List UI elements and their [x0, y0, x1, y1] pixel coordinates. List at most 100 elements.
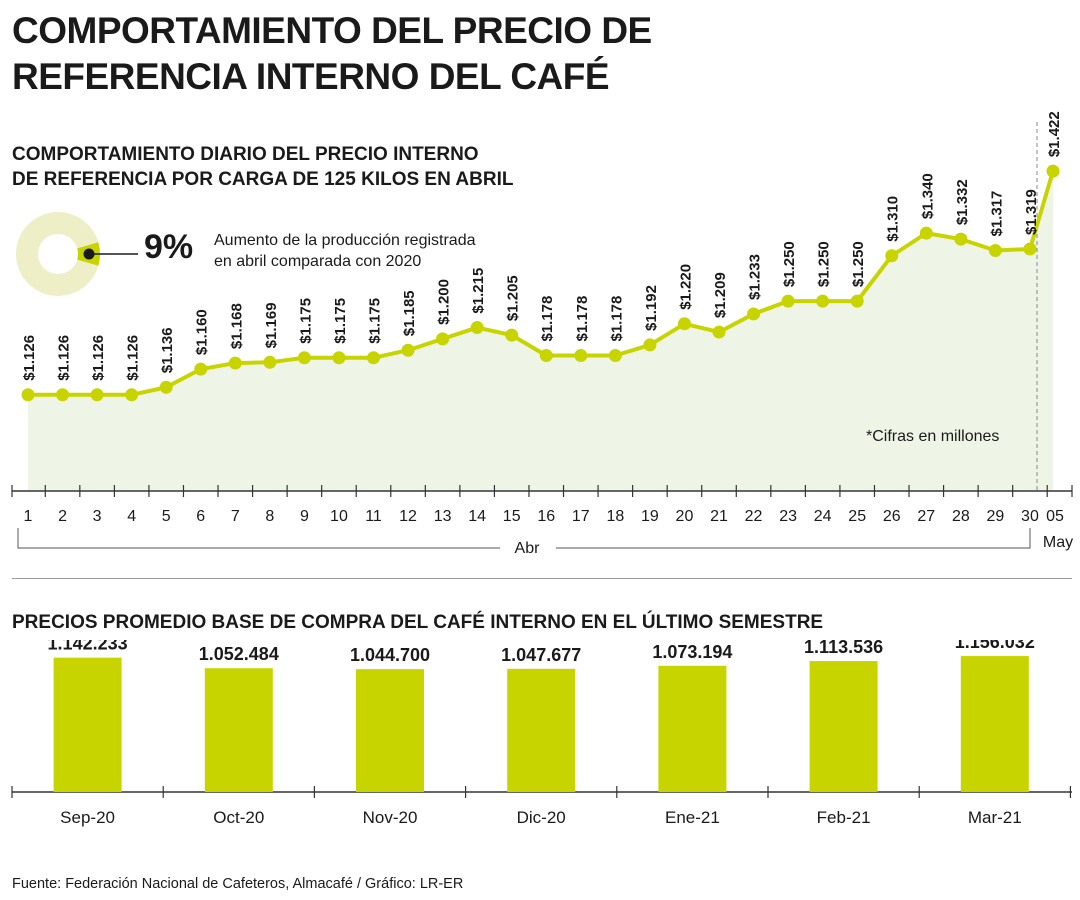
source-note: Fuente: Federación Nacional de Cafeteros… [12, 876, 464, 892]
x-tick-label: 2 [58, 508, 67, 525]
bar [53, 657, 122, 792]
stat-value: 9% [144, 228, 194, 266]
data-point [677, 317, 691, 331]
x-tick-label: 8 [265, 508, 274, 525]
data-label: $1.422 [1046, 111, 1063, 157]
x-tick-label: 6 [196, 508, 205, 525]
data-label: $1.200 [436, 279, 453, 325]
x-tick-label: 1 [24, 508, 33, 525]
line-chart-title-line-2: DE REFERENCIA POR CARGA DE 125 KILOS EN … [12, 169, 514, 190]
x-tick-label: 14 [468, 508, 486, 525]
data-point [1023, 242, 1037, 256]
x-tick-label: 15 [503, 508, 521, 525]
data-label: $1.178 [539, 296, 556, 342]
x-tick-label: 16 [537, 508, 555, 525]
data-label: $1.136 [159, 327, 176, 373]
data-point [505, 328, 519, 342]
x-tick-label: 10 [330, 508, 348, 525]
data-label: $1.220 [677, 264, 694, 310]
data-point [712, 325, 726, 339]
x-tick-label: 21 [710, 508, 728, 525]
x-tick-label: 18 [606, 508, 624, 525]
data-point [56, 388, 70, 402]
bar-category-label: Dic-20 [517, 808, 566, 827]
data-label: $1.126 [56, 335, 73, 381]
data-label: $1.319 [1023, 189, 1040, 235]
x-tick-label: 4 [127, 508, 136, 525]
bar-chart-title: PRECIOS PROMEDIO BASE DE COMPRA DEL CAFÉ… [12, 612, 824, 633]
footnote: *Cifras en millones [866, 428, 1000, 445]
data-label: $1.332 [954, 179, 971, 225]
line-chart: $1.126 1 $1.126 2 $1.126 3 $1.126 4 $1.136 5 $1.16… [11, 111, 1073, 557]
data-label: $1.178 [608, 296, 625, 342]
data-point [781, 294, 795, 308]
data-label: $1.175 [367, 298, 384, 344]
main-title: COMPORTAMIENTO DEL PRECIO DE REFERENCIA … [12, 8, 1062, 100]
data-label: $1.185 [401, 290, 418, 336]
data-point [297, 351, 311, 365]
x-tick-label: 25 [848, 508, 866, 525]
donut-gauge [16, 212, 138, 296]
data-point [90, 388, 104, 402]
x-tick-label: 17 [572, 508, 590, 525]
bar [356, 669, 424, 792]
x-tick-label: 11 [365, 508, 382, 525]
bar-value-label: 1.113.536 [804, 640, 883, 657]
line-chart-area [28, 171, 1053, 490]
x-tick-label: 9 [300, 508, 309, 525]
bar-category-label: Nov-20 [363, 808, 418, 827]
data-point [954, 232, 968, 246]
data-point [643, 338, 657, 352]
x-tick-label: 05 [1046, 508, 1064, 525]
data-label: $1.168 [228, 303, 245, 349]
data-label: $1.178 [574, 296, 591, 342]
data-label: $1.126 [90, 335, 107, 381]
bar-category-label: Sep-20 [60, 808, 115, 827]
donut-leader-dot [83, 248, 95, 260]
x-tick-label: 19 [641, 508, 659, 525]
data-label: $1.126 [21, 335, 38, 381]
bar [204, 668, 273, 792]
data-point [332, 351, 346, 365]
bar-chart: 1.142.233 Sep-20 1.052.484 Oct-20 1.044.700 N… [11, 640, 1072, 827]
x-tick-label: 29 [987, 508, 1005, 525]
month-bracket [17, 528, 1031, 549]
data-point [194, 362, 208, 376]
bar [658, 665, 727, 792]
data-point [159, 380, 173, 394]
data-point [816, 294, 830, 308]
stat-description: Aumento de la producción registrada en a… [214, 230, 534, 272]
data-label: $1.215 [470, 268, 487, 314]
bar [960, 656, 1029, 792]
x-tick-label: 24 [814, 508, 832, 525]
main-title-line-1: COMPORTAMIENTO DEL PRECIO DE [12, 10, 652, 51]
bar [809, 661, 878, 792]
bar-value-label: 1.142.233 [48, 640, 128, 654]
x-tick-label: 20 [676, 508, 694, 525]
data-point [228, 356, 242, 370]
data-point [367, 351, 380, 365]
x-tick-label: 28 [952, 508, 970, 525]
data-point [263, 355, 277, 369]
data-label: $1.126 [125, 335, 142, 381]
x-tick-label: 30 [1021, 508, 1039, 525]
month-label-may: May [1043, 534, 1073, 551]
x-tick-label: 3 [93, 508, 102, 525]
x-tick-label: 27 [917, 508, 935, 525]
data-label: $1.317 [988, 191, 1005, 237]
data-label: $1.250 [816, 241, 833, 287]
bar-category-label: Mar-21 [968, 808, 1022, 827]
data-point [885, 249, 899, 263]
bar-value-label: 1.044.700 [350, 645, 430, 665]
bar-category-label: Ene-21 [665, 808, 720, 827]
x-tick-label: 5 [162, 508, 171, 525]
bar-value-label: 1.052.484 [199, 644, 279, 664]
x-tick-label: 7 [231, 508, 240, 525]
data-point [1046, 164, 1060, 178]
x-tick-label: 26 [883, 508, 901, 525]
data-label: $1.209 [712, 272, 729, 318]
x-tick-label: 22 [745, 508, 763, 525]
bar-value-label: 1.047.677 [501, 645, 581, 665]
data-point [608, 349, 622, 363]
x-tick-label: 13 [434, 508, 452, 525]
